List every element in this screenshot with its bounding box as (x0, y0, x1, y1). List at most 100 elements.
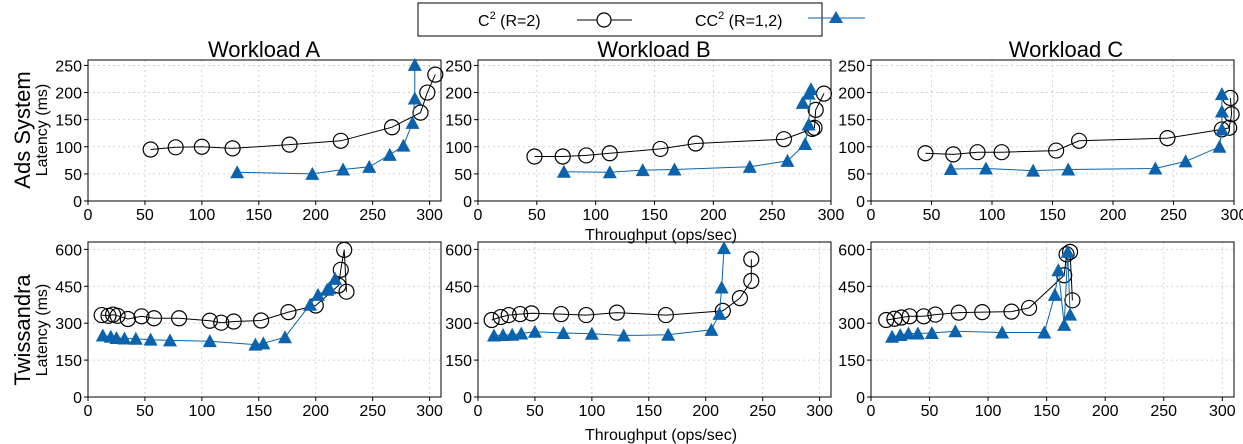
c2-point (167, 139, 184, 156)
c2-point (225, 313, 242, 330)
c2-series-line (925, 97, 1233, 155)
c2-point (927, 306, 944, 323)
cc2-point (256, 336, 271, 350)
c2-point (652, 140, 669, 158)
cc2-point (1063, 307, 1078, 321)
c2-point (281, 136, 298, 153)
c2-point (419, 84, 436, 101)
x-tick-label: 150 (245, 207, 272, 224)
c2-point (1020, 299, 1038, 317)
c2-point (201, 312, 218, 329)
y-tick-label: 100 (838, 140, 865, 157)
c2-point (553, 305, 570, 323)
x-tick-label: 250 (1150, 403, 1177, 420)
cc2-series-line (102, 278, 336, 346)
legend-cc2-marker (829, 11, 843, 23)
y-tick-label: 100 (55, 140, 82, 157)
c2-point (657, 306, 674, 324)
cc2-point (704, 322, 719, 336)
cc2-point (795, 95, 810, 109)
column-title-workload-c: Workload C (1009, 37, 1124, 62)
cc2-point (162, 333, 177, 347)
cc2-point (1148, 161, 1163, 175)
cc2-point (496, 328, 511, 341)
y-tick-label: 300 (445, 316, 472, 333)
cc2-point (742, 159, 757, 173)
c2-point (500, 306, 517, 324)
cc2-point (801, 86, 816, 100)
x-tick-label: 0 (867, 403, 876, 420)
cc2-point (798, 137, 813, 151)
cc2-point (303, 297, 318, 311)
y-tick-label: 150 (55, 353, 82, 370)
x-tick-label: 0 (474, 403, 483, 420)
x-tick-label: 150 (245, 403, 272, 420)
c2-point (483, 311, 500, 329)
x-tick-label: 200 (302, 403, 329, 420)
cc2-point (143, 332, 158, 346)
cc2-point (1178, 154, 1193, 168)
cc2-point (396, 138, 411, 152)
cc2-point (322, 281, 337, 295)
x-tick-label: 200 (1100, 207, 1127, 224)
y-tick-label: 250 (838, 58, 865, 75)
cc2-point (943, 162, 958, 176)
cc2-point (780, 153, 795, 167)
c2-point (969, 144, 986, 161)
cc2-point (1026, 163, 1041, 177)
cc2-point (602, 165, 617, 179)
y-tick-label: 450 (838, 279, 865, 296)
c2-point (492, 308, 509, 326)
x-tick-label: 250 (359, 207, 386, 224)
cc2-point (556, 164, 571, 178)
cc2-point (667, 162, 682, 176)
c2-series-line (491, 259, 752, 321)
cc2-point (382, 147, 397, 161)
y-tick-label: 0 (463, 194, 472, 211)
y-tick-label: 150 (55, 113, 82, 130)
x-tick-label: 300 (1209, 403, 1236, 420)
row-label-twissandra: Twissandra (10, 274, 35, 386)
c2-point (601, 145, 618, 162)
c2-point (427, 66, 444, 83)
subplot-6: 0 50 100 150 200 250 300 0 150 300 450 600 (838, 241, 1236, 420)
c2-point (119, 310, 136, 328)
x-tick-label: 0 (867, 207, 876, 224)
axes-frame (870, 241, 1235, 398)
subplot-5: 0 50 100 150 200 250 300 0 150 300 450 600 (445, 241, 833, 420)
legend-cc2-label: CC2 (R=1,2) (695, 10, 782, 30)
c2-point (886, 310, 903, 327)
c2-point (1159, 129, 1176, 147)
c2-point (526, 148, 543, 165)
c2-point (252, 312, 270, 329)
y-tick-label: 150 (445, 353, 472, 370)
c2-series-line (150, 74, 436, 150)
c2-point (213, 314, 230, 331)
x-tick-label: 150 (1033, 403, 1060, 420)
cc2-point (1037, 325, 1052, 339)
y-tick-label: 50 (454, 167, 472, 184)
c2-point (915, 308, 932, 325)
cc2-series-line (950, 94, 1223, 172)
c2-point (332, 132, 349, 149)
legend-c2-sup: 2 (490, 10, 496, 22)
y-tick-label: 250 (445, 58, 472, 75)
cc2-series-line (493, 248, 725, 337)
cc2-series-line (563, 89, 812, 173)
y-tick-label: 0 (463, 390, 472, 407)
cc2-point (901, 326, 916, 340)
cc2-point (328, 271, 343, 285)
x-tick-label: 200 (692, 403, 719, 420)
cc2-point (202, 334, 217, 348)
cc2-point (1212, 139, 1227, 153)
x-tick-label: 150 (641, 207, 668, 224)
x-tick-label: 0 (474, 207, 483, 224)
c2-point (224, 140, 241, 157)
x-tick-label: 250 (749, 403, 776, 420)
y-tick-label: 200 (838, 86, 865, 103)
x-tick-label: 300 (416, 207, 443, 224)
cc2-point (556, 326, 571, 340)
y-tick-label: 0 (856, 390, 865, 407)
c2-point (193, 138, 210, 155)
y-tick-label: 50 (847, 167, 865, 184)
